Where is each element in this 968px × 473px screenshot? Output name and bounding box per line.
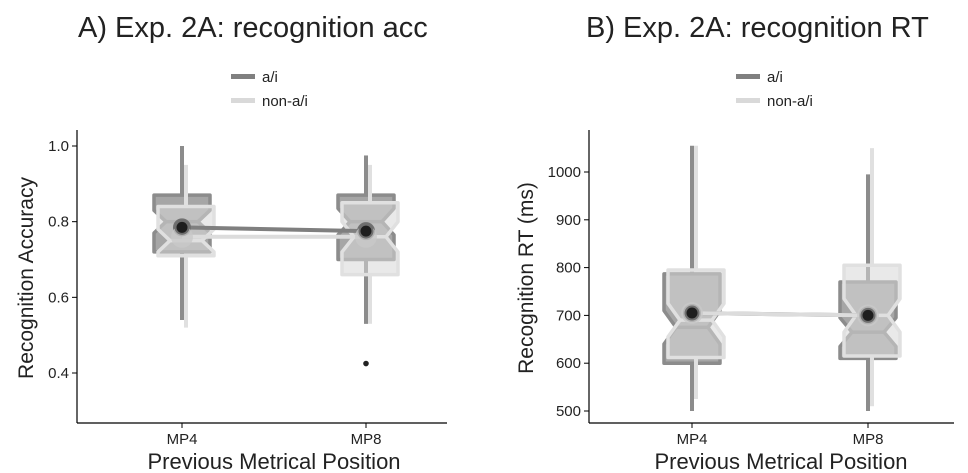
panel-b: B) Exp. 2A: recognition RT a/i non-a/i 5… <box>515 12 954 473</box>
mean-point <box>176 221 188 233</box>
mean-point <box>862 309 874 321</box>
legend-swatch-ai <box>231 74 255 79</box>
panel-a-y-tick-label: 0.8 <box>48 214 69 231</box>
panel-b-x-axis-title: Previous Metrical Position <box>654 449 907 473</box>
legend-swatch-nonai <box>231 98 255 103</box>
mean-line <box>181 225 367 234</box>
panel-a: A) Exp. 2A: recognition acc a/i non-a/i … <box>15 12 447 473</box>
panel-a-y-tick-label: 1.0 <box>48 138 69 155</box>
panel-b-y-tick-label: 600 <box>556 355 581 372</box>
panel-a-plot-area <box>152 146 400 367</box>
panel-b-legend: a/i non-a/i <box>736 69 813 110</box>
panel-b-y-tick-label: 1000 <box>548 164 581 181</box>
panel-b-y-tick-label: 900 <box>556 212 581 229</box>
legend-label-nonai: non-a/i <box>262 93 308 110</box>
mean-point <box>360 225 372 237</box>
panel-a-y-axis-title: Recognition Accuracy <box>15 177 38 379</box>
legend-label-ai: a/i <box>767 69 783 86</box>
panel-a-y-ticks: 0.4 0.6 0.8 1.0 <box>48 138 77 382</box>
panel-b-plot-area <box>662 145 902 411</box>
panel-b-y-axis-title: Recognition RT (ms) <box>515 182 538 374</box>
panel-b-x-tick-label: MP4 <box>677 431 708 448</box>
legend-swatch-nonai <box>736 98 760 103</box>
panel-a-title: A) Exp. 2A: recognition acc <box>78 12 428 44</box>
panel-b-y-tick-label: 700 <box>556 307 581 324</box>
panel-a-y-tick-label: 0.4 <box>48 365 69 382</box>
legend-swatch-ai <box>736 74 760 79</box>
panel-a-x-tick-label: MP4 <box>167 431 198 448</box>
panel-a-x-axis-title: Previous Metrical Position <box>147 449 400 473</box>
panel-b-title: B) Exp. 2A: recognition RT <box>586 12 929 44</box>
legend-label-ai: a/i <box>262 69 278 86</box>
mean-line <box>691 311 869 318</box>
panel-a-y-tick-label: 0.6 <box>48 289 69 306</box>
legend-label-nonai: non-a/i <box>767 93 813 110</box>
panel-a-legend: a/i non-a/i <box>231 69 308 110</box>
outlier-point <box>363 360 369 367</box>
panel-a-x-tick-label: MP8 <box>351 431 382 448</box>
mean-point <box>686 307 698 319</box>
panel-b-y-ticks: 500 600 700 800 900 1000 <box>548 164 589 420</box>
panel-b-y-tick-label: 800 <box>556 260 581 277</box>
panel-b-x-tick-label: MP8 <box>853 431 884 448</box>
panel-b-y-tick-label: 500 <box>556 403 581 420</box>
